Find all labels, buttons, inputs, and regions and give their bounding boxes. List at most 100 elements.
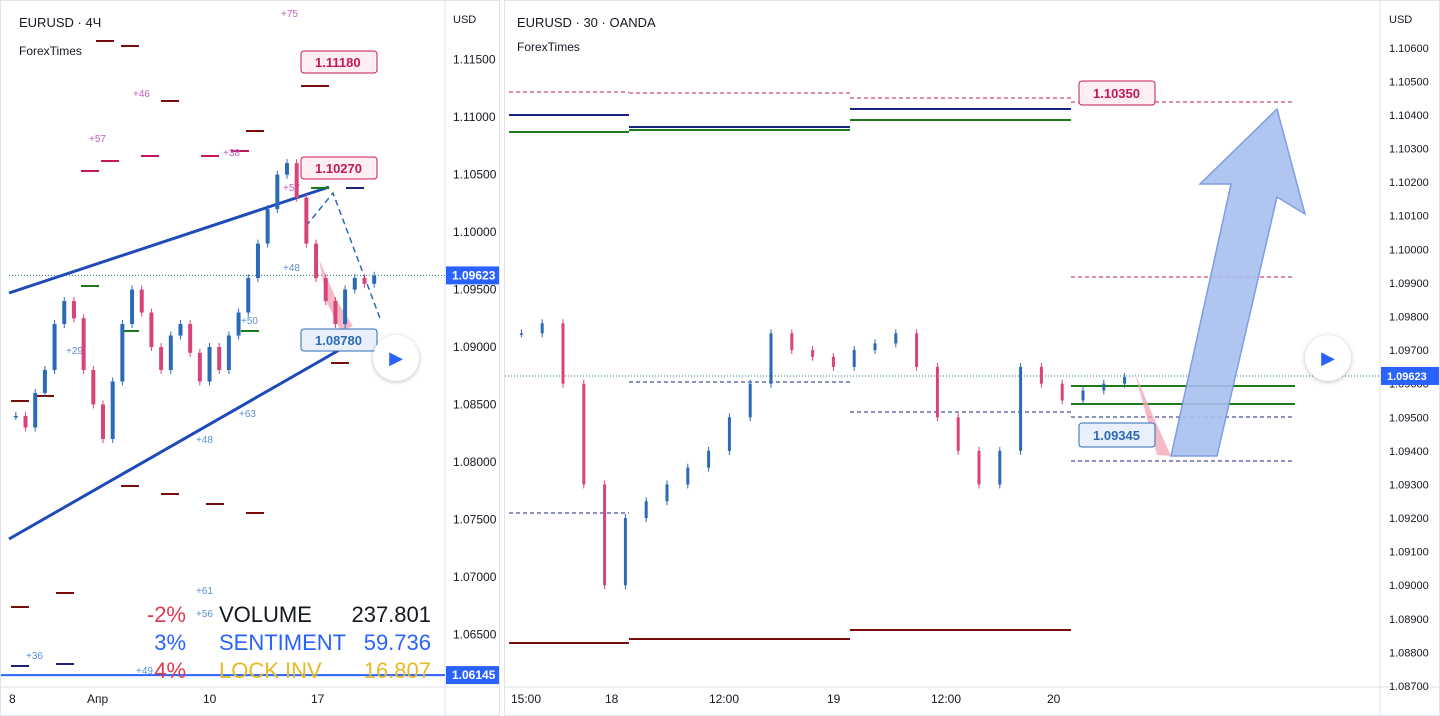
right-price-tick: 1.10500 — [1389, 76, 1429, 88]
left-price-tick: 1.08000 — [453, 455, 497, 469]
price-callout-box — [1078, 80, 1156, 106]
left-price-tick: 1.09500 — [453, 283, 497, 297]
right-candle — [1039, 366, 1043, 384]
right-time-tick: 19 — [827, 692, 841, 706]
left-price-tick: 1.10500 — [453, 168, 497, 182]
price-callout-text: 1.09345 — [1093, 428, 1140, 443]
small-level-label: +50 — [241, 316, 258, 327]
right-candle — [915, 333, 919, 367]
left-price-tick: 1.09000 — [453, 340, 497, 354]
stats-overlay: -2% VOLUME 237.801 3% SENTIMENT 59.736 4… — [121, 601, 431, 685]
right-price-tick: 1.08900 — [1389, 614, 1429, 626]
right-price-tick: 1.09900 — [1389, 278, 1429, 290]
left-candle — [168, 335, 173, 370]
right-time-tick: 20 — [1047, 692, 1061, 706]
right-play-button[interactable]: ▶ — [1305, 335, 1351, 381]
left-candle — [110, 381, 115, 439]
left-lower-price-tag — [446, 666, 499, 685]
price-callout-text: 1.10270 — [315, 161, 362, 176]
volume-label: VOLUME — [219, 602, 312, 627]
right-chart-subtitle: ForexTimes — [517, 40, 580, 54]
right-candle — [935, 366, 939, 418]
left-price-tick: 1.11500 — [453, 53, 496, 67]
left-date-tick: 8 — [9, 692, 16, 706]
right-candle — [1060, 383, 1064, 401]
sentiment-value: 59.736 — [363, 630, 431, 655]
price-callout-box — [300, 328, 378, 352]
left-chart-canvas[interactable]: USD1.115001.110001.105001.100001.095001.… — [1, 1, 500, 716]
right-price-tick: 1.08800 — [1389, 647, 1429, 659]
right-currency-label: USD — [1389, 14, 1412, 26]
left-candle — [130, 289, 135, 325]
left-candle — [333, 301, 338, 325]
right-chart-canvas[interactable]: USD 1.10600 1.10500 1.10400 1.10300 1.10200 1.… — [505, 1, 1440, 716]
right-candle — [519, 333, 523, 335]
right-candle — [665, 484, 669, 502]
small-level-label: +29 — [66, 346, 83, 357]
right-candle — [811, 350, 815, 357]
left-candle — [265, 209, 270, 244]
left-date-tick: 17 — [311, 692, 325, 706]
right-chart-panel[interactable]: USD 1.10600 1.10500 1.10400 1.10300 1.10200 1.… — [504, 0, 1440, 716]
lockinv-pct: 4% — [154, 658, 186, 683]
left-chart-title: EURUSD · 4Ч — [19, 15, 102, 30]
right-candle — [582, 383, 586, 485]
right-candle — [873, 343, 877, 351]
left-chart-panel[interactable]: USD 1.11500 1.11000 1.10500 1.10000 1.09500 1.… — [0, 0, 500, 716]
left-candle — [323, 278, 328, 302]
right-price-tick: 1.09800 — [1389, 312, 1429, 324]
left-lower-price-text: 1.06145 — [452, 668, 496, 682]
left-candle — [197, 352, 202, 382]
up-arrow-shape — [1170, 107, 1307, 457]
price-callout-box — [300, 50, 378, 74]
left-candle — [13, 415, 18, 418]
left-chart-subtitle: ForexTimes — [19, 44, 82, 58]
right-price-tick: 1.10100 — [1389, 211, 1429, 223]
right-candle — [748, 383, 752, 418]
left-candle — [62, 301, 67, 325]
right-current-price-text: 1.09623 — [1387, 371, 1427, 383]
small-level-label: +38 — [223, 148, 240, 159]
left-price-tick: 1.08500 — [453, 397, 497, 411]
left-price-tick: 1.10000 — [453, 225, 497, 239]
right-time-tick: 15:00 — [511, 692, 541, 706]
left-candle — [255, 243, 260, 279]
right-candle — [977, 450, 981, 485]
right-candle — [894, 333, 898, 344]
left-candle — [139, 289, 144, 313]
right-candle — [831, 356, 835, 367]
right-time-tick: 18 — [605, 692, 619, 706]
play-icon: ▶ — [389, 347, 403, 368]
left-candle — [217, 347, 222, 370]
small-level-label: +49 — [136, 666, 153, 677]
right-candle — [1102, 383, 1106, 391]
price-callout-box — [1078, 422, 1156, 448]
left-candle — [42, 369, 47, 393]
price-callout-text: 1.11180 — [315, 55, 361, 70]
left-candle — [236, 312, 241, 336]
small-level-label: +57 — [89, 134, 106, 145]
volume-value: 237.801 — [351, 602, 431, 627]
small-level-label: +75 — [281, 9, 298, 20]
left-candle — [159, 347, 164, 370]
lockinv-label: LOCK INV — [219, 658, 322, 683]
right-candle — [540, 323, 544, 334]
channel-lower-line — [8, 347, 342, 541]
right-current-price-tag — [1381, 366, 1439, 385]
right-candle — [603, 484, 607, 586]
right-candle — [956, 417, 960, 451]
right-price-tick: 1.09200 — [1389, 513, 1429, 525]
right-time-tick: 12:00 — [931, 692, 961, 706]
left-date-tick: 10 — [203, 692, 217, 706]
right-price-tick: 1.09700 — [1389, 345, 1429, 357]
left-currency-label: USD — [453, 14, 476, 26]
small-level-label: +36 — [26, 651, 43, 662]
left-candle — [33, 392, 38, 428]
right-candle — [561, 323, 565, 384]
right-candle — [790, 333, 794, 351]
right-price-tick: 1.10200 — [1389, 177, 1429, 189]
left-candle — [246, 278, 251, 313]
price-callout-text: 1.08780 — [315, 333, 362, 348]
left-play-button[interactable]: ▶ — [373, 335, 419, 381]
left-candle — [275, 174, 280, 210]
